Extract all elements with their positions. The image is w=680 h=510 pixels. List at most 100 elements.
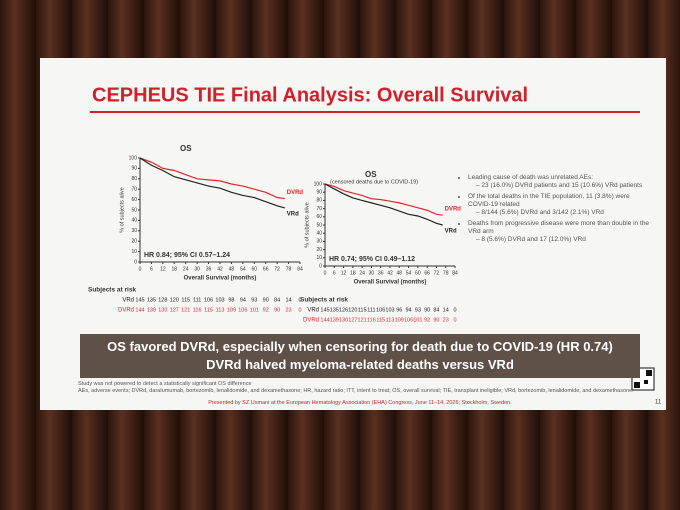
risk-count: 135 <box>147 297 156 303</box>
x-tick-label: 84 <box>452 270 458 276</box>
y-tick-label: 10 <box>131 249 137 255</box>
presenter: Presented by SZ Usmani at the European H… <box>208 400 512 406</box>
risk-row-name: DVRd <box>118 308 134 314</box>
bullets: Leading cause of death was unrelated AEs… <box>460 174 650 247</box>
risk-count: 126 <box>339 307 348 313</box>
x-axis-label: Overall Survival (months) <box>184 276 257 282</box>
risk-row-name: VRd <box>307 308 319 314</box>
x-tick-label: 6 <box>333 270 336 276</box>
y-tick-label: 70 <box>316 206 322 212</box>
risk-count: 111 <box>367 307 375 313</box>
x-tick-label: 72 <box>434 270 440 276</box>
bullet: Of the total deaths in the TIE populatio… <box>468 193 650 217</box>
bullet-text: Of the total deaths in the TIE populatio… <box>468 193 630 208</box>
risk-count: 121 <box>181 307 190 313</box>
risk-count: 90 <box>433 317 439 323</box>
x-tick-label: 48 <box>397 270 403 276</box>
x-tick-label: 78 <box>443 270 449 276</box>
sub-list: – 8 (5.6%) DVRd and 17 (12.0%) VRd <box>468 236 650 244</box>
risk-count: 84 <box>274 297 280 303</box>
risk-count: 139 <box>147 307 156 313</box>
survival-curve <box>324 183 443 226</box>
risk-count: 121 <box>358 317 367 323</box>
y-tick-label: 10 <box>316 255 322 261</box>
x-tick-label: 24 <box>183 266 189 272</box>
bullet: Leading cause of death was unrelated AEs… <box>468 174 650 190</box>
x-tick-label: 54 <box>406 270 412 276</box>
x-tick-label: 0 <box>324 270 327 276</box>
risk-count: 135 <box>330 307 339 313</box>
banner-line: OS favored DVRd, especially when censori… <box>107 339 613 354</box>
y-tick-label: 70 <box>131 187 137 193</box>
risk-count: 115 <box>181 297 190 303</box>
risk-label: Subjects at risk <box>300 297 348 304</box>
chart-subtitle: (censored deaths due to COVID-19) <box>330 179 418 185</box>
risk-count: 115 <box>204 307 213 313</box>
series-label: DVRd <box>287 190 304 196</box>
risk-row-name: DVRd <box>303 318 319 324</box>
x-axis-label: Overall Survival (months) <box>354 280 427 286</box>
risk-count: 106 <box>238 307 247 313</box>
risk-count: 116 <box>193 307 202 313</box>
risk-count: 94 <box>240 297 246 303</box>
x-tick-label: 66 <box>263 266 269 272</box>
x-tick-label: 42 <box>217 266 223 272</box>
risk-count: 120 <box>348 307 357 313</box>
x-tick-label: 78 <box>286 266 292 272</box>
banner: OS favored DVRd, especially when censori… <box>80 334 640 378</box>
bullet-text: Leading cause of death was unrelated AEs… <box>468 174 594 181</box>
bullet-text: Deaths from progressive disease were mor… <box>468 220 650 235</box>
risk-count: 101 <box>413 317 422 323</box>
risk-count: 0 <box>298 297 301 303</box>
risk-count: 0 <box>298 307 301 313</box>
risk-count: 120 <box>170 297 179 303</box>
x-tick-label: 48 <box>229 266 235 272</box>
x-tick-label: 66 <box>424 270 430 276</box>
risk-count: 113 <box>386 317 395 323</box>
risk-count: 111 <box>193 297 201 303</box>
sub-list: – 8/144 (5.6%) DVRd and 3/142 (2.1%) VRd <box>468 209 650 217</box>
sub-bullet: – 8/144 (5.6%) DVRd and 3/142 (2.1%) VRd <box>476 209 604 216</box>
series-label: VRd <box>445 229 457 235</box>
risk-count: 109 <box>227 307 236 313</box>
survival-curve <box>324 183 443 216</box>
chart-title: OS <box>365 170 377 179</box>
series-label: VRd <box>287 211 299 217</box>
sub-list: – 23 (16.0%) DVRd patients and 15 (10.6%… <box>468 182 650 190</box>
x-tick-label: 30 <box>194 266 200 272</box>
chart-title: OS <box>180 144 192 153</box>
series-label: DVRd <box>445 207 462 213</box>
banner-line: DVRd halved myeloma-related deaths versu… <box>206 357 514 372</box>
y-tick-label: 40 <box>131 218 137 224</box>
y-tick-label: 50 <box>316 222 322 228</box>
sub-bullet: – 8 (5.6%) DVRd and 17 (12.0%) VRd <box>476 236 586 243</box>
y-tick-label: 90 <box>316 190 322 196</box>
risk-count: 96 <box>396 307 402 313</box>
risk-count: 14 <box>443 307 449 313</box>
risk-count: 106 <box>404 317 413 323</box>
y-tick-label: 30 <box>131 228 137 234</box>
footnotes: Study was not powered to detect a statis… <box>78 381 638 395</box>
survival-curve <box>139 157 285 200</box>
risk-count: 115 <box>358 307 367 313</box>
risk-count: 0 <box>453 307 456 313</box>
footnote: Study was not powered to detect a statis… <box>78 381 252 387</box>
bullet-list: Leading cause of death was unrelated AEs… <box>460 174 650 244</box>
risk-count: 93 <box>415 307 421 313</box>
footnote: AEs, adverse events; DVRd, daratumumab, … <box>78 388 634 394</box>
risk-count: 115 <box>376 317 385 323</box>
risk-count: 145 <box>135 297 144 303</box>
risk-count: 94 <box>406 307 412 313</box>
risk-count: 103 <box>385 307 394 313</box>
x-tick-label: 72 <box>274 266 280 272</box>
risk-count: 139 <box>330 317 339 323</box>
risk-count: 14 <box>286 297 292 303</box>
risk-label: Subjects at risk <box>88 287 136 294</box>
risk-count: 109 <box>395 317 404 323</box>
hr-annotation: HR 0.84; 95% CI 0.57–1.24 <box>144 252 230 259</box>
sub-bullet: – 23 (16.0%) DVRd patients and 15 (10.6%… <box>476 182 643 189</box>
x-tick-label: 60 <box>415 270 421 276</box>
risk-count: 130 <box>158 307 167 313</box>
